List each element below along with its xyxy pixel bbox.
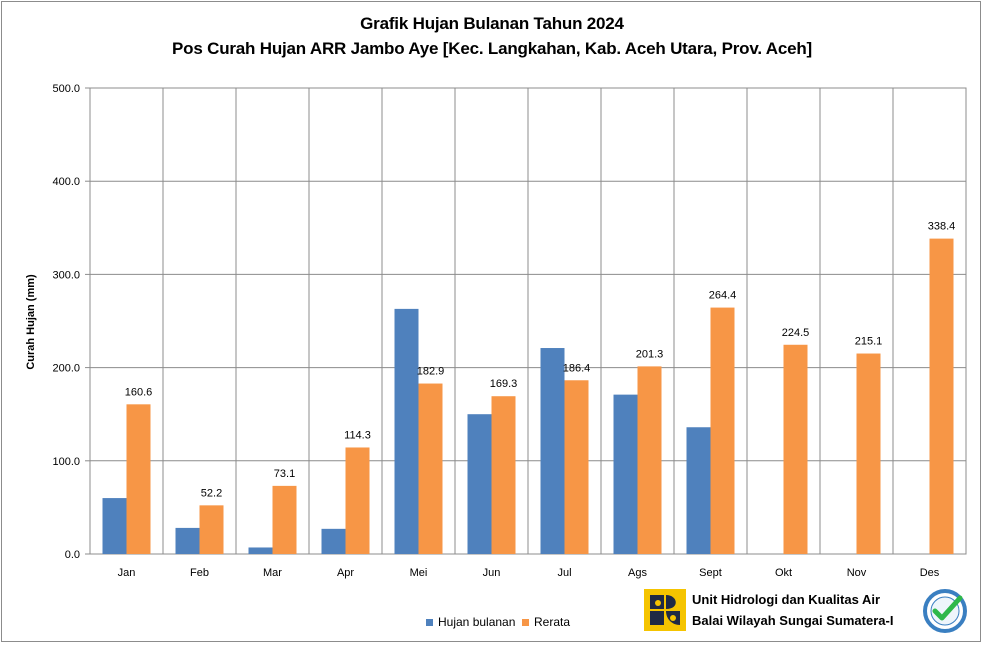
bar-rerata-sept (710, 307, 735, 554)
grid-lines (89, 87, 967, 555)
bar-rerata-nov (856, 353, 881, 554)
y-axis-label: Curah Hujan (mm) (25, 274, 37, 370)
x-tick-label-nov: Nov (847, 567, 867, 579)
data-label-rerata-ags: 201.3 (636, 348, 664, 360)
legend-swatch-hujan (426, 618, 433, 626)
data-label-rerata-apr: 114.3 (344, 429, 371, 441)
data-label-rerata-sept: 264.4 (709, 290, 737, 302)
x-tick-label-jul: Jul (557, 567, 571, 579)
legend-item-hujan-bulanan: Hujan bulanan (426, 615, 515, 629)
data-labels-group: 160.6 52.2 73.1 114.3 182.9 169.3 186.4 201.3 26… (125, 221, 956, 500)
bars-group (102, 238, 954, 554)
data-label-rerata-nov: 215.1 (855, 336, 883, 348)
x-tick-label-mar: Mar (263, 567, 282, 579)
x-tick-label-ags: Ags (628, 567, 647, 579)
y-tick-label: 300.0 (52, 269, 80, 281)
org-name-line1: Unit Hidrologi dan Kualitas Air (692, 592, 881, 607)
chart-title: Grafik Hujan Bulanan Tahun 2024 (360, 14, 624, 33)
legend-swatch-rerata (522, 618, 529, 626)
iso-certified-badge-icon (923, 589, 967, 633)
bar-rerata-apr (345, 447, 370, 554)
bar-rerata-mar (272, 485, 297, 554)
legend-item-rerata: Rerata (522, 615, 570, 629)
bar-hujan-bulanan-jul (540, 348, 565, 554)
y-tick-label: 400.0 (52, 176, 80, 188)
data-label-rerata-mei: 182.9 (417, 366, 445, 378)
legend-label-hujan: Hujan bulanan (438, 615, 516, 629)
y-tick-label: 0.0 (65, 549, 80, 561)
bar-hujan-bulanan-mar (248, 547, 273, 554)
bar-hujan-bulanan-sept (686, 427, 711, 554)
bar-hujan-bulanan-jun (467, 414, 492, 554)
bar-rerata-okt (783, 344, 808, 554)
bar-rerata-jun (491, 396, 516, 554)
data-label-rerata-okt: 224.5 (782, 327, 810, 339)
bar-hujan-bulanan-ags (613, 394, 638, 554)
bar-rerata-jan (126, 404, 151, 554)
x-tick-label-des: Des (920, 567, 940, 579)
data-label-rerata-jun: 169.3 (490, 378, 518, 390)
bar-rerata-mei (418, 383, 443, 554)
x-tick-label-jun: Jun (483, 567, 501, 579)
axes-group: 0.0 100.0 200.0 300.0 400.0 500.0 Jan Feb Mar Apr… (52, 83, 939, 579)
y-tick-label: 500.0 (52, 83, 80, 95)
bar-hujan-bulanan-feb (175, 527, 200, 554)
bar-hujan-bulanan-apr (321, 528, 346, 554)
y-tick-label: 200.0 (52, 363, 80, 375)
x-tick-label-apr: Apr (337, 567, 354, 579)
x-tick-label-mei: Mei (410, 567, 428, 579)
x-tick-label-jan: Jan (118, 567, 136, 579)
x-tick-label-sept: Sept (699, 567, 722, 579)
bar-rerata-des (929, 238, 954, 554)
bar-hujan-bulanan-mei (394, 308, 419, 554)
data-label-rerata-jan: 160.6 (125, 386, 153, 398)
data-label-rerata-jul: 186.4 (563, 362, 591, 374)
org-name-line2: Balai Wilayah Sungai Sumatera-I (692, 613, 894, 628)
bar-rerata-feb (199, 505, 224, 554)
bar-rerata-jul (564, 380, 589, 554)
chart-subtitle: Pos Curah Hujan ARR Jambo Aye [Kec. Lang… (172, 39, 812, 58)
data-label-rerata-des: 338.4 (928, 221, 956, 233)
x-tick-label-okt: Okt (775, 567, 792, 579)
legend-label-rerata: Rerata (534, 615, 571, 629)
y-tick-label: 100.0 (52, 456, 80, 468)
bar-rerata-ags (637, 366, 662, 554)
pupr-logo-icon (644, 588, 686, 632)
x-tick-label-feb: Feb (190, 567, 209, 579)
data-label-rerata-mar: 73.1 (274, 468, 295, 480)
data-label-rerata-feb: 52.2 (201, 487, 222, 499)
bar-hujan-bulanan-jan (102, 498, 127, 554)
